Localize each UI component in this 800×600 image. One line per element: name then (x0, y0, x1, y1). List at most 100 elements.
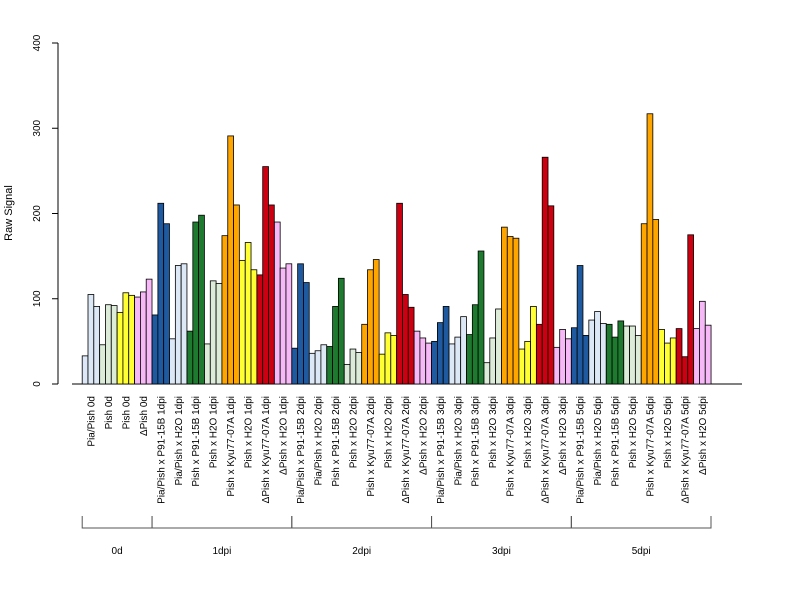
bar (198, 214, 205, 385)
bar (332, 306, 339, 385)
bar (81, 355, 89, 385)
bar (565, 338, 572, 385)
bar (204, 343, 211, 385)
bar (634, 335, 642, 385)
group-label: 3dpi (492, 546, 511, 557)
group-label: 5dpi (632, 546, 651, 557)
bar (675, 328, 683, 385)
y-axis: 0 100 200 300 400 (32, 34, 59, 387)
bar (157, 202, 165, 385)
bar (239, 259, 246, 385)
bar (87, 294, 95, 385)
category-label: ΔPish x Kyu77-07A 5dpi (680, 396, 691, 503)
bar (361, 323, 368, 385)
bar (483, 362, 491, 385)
bar (582, 335, 590, 385)
bar (116, 311, 124, 385)
category-label: ΔPish x H2O 2dpi (418, 396, 429, 475)
category-label: Pia/Pish x H2O 5dpi (593, 396, 604, 486)
bar (99, 344, 106, 385)
bar (442, 306, 450, 385)
bar (128, 294, 135, 385)
bar (704, 324, 712, 385)
category-label: Pish x H2O 2dpi (383, 396, 394, 468)
bar (268, 204, 275, 385)
y-tick-label: 400 (32, 34, 43, 51)
bar (524, 340, 531, 385)
bar (169, 338, 176, 385)
bar (402, 294, 409, 385)
bar (192, 221, 200, 385)
bar (355, 352, 363, 385)
category-label: Pia/Pish x H2O 3dpi (453, 396, 464, 486)
bar (343, 363, 351, 385)
y-tick-label: 0 (32, 381, 43, 387)
bar (518, 348, 526, 385)
bar (536, 323, 543, 385)
category-label: ΔPish x H2O 5dpi (698, 396, 709, 475)
category-label: Pia/Pish x P91-15B 1dpi (156, 396, 167, 504)
category-label: Pia/Pish x P91-15B 2dpi (296, 396, 307, 504)
category-label: Pish x H2O 2dpi (348, 396, 359, 468)
category-label: Pish x H2O 1dpi (244, 396, 255, 468)
group-bracket (291, 516, 432, 529)
group-bracket (570, 516, 712, 529)
category-label: Pish x P91-15B 5dpi (611, 396, 622, 487)
category-label: Pish x P91-15B 2dpi (331, 396, 342, 487)
bar (547, 205, 555, 385)
bar (413, 330, 421, 385)
bar (448, 343, 456, 385)
group-bracket (81, 516, 153, 529)
bar (122, 292, 130, 385)
bar (140, 291, 147, 385)
category-label: Pish x Kyu77-07A 5dpi (645, 396, 656, 497)
category-label: Pish 0d (104, 396, 115, 429)
bar (646, 113, 654, 385)
bar (163, 223, 170, 385)
category-label: Pish x H2O 5dpi (663, 396, 674, 468)
group-label: 1dpi (212, 546, 231, 557)
bar (588, 319, 596, 385)
bar (209, 280, 217, 385)
category-label: ΔPish x Kyu77-07A 2dpi (401, 396, 412, 503)
bar (594, 311, 601, 385)
bar (256, 274, 264, 385)
bar (687, 234, 694, 385)
bar (436, 322, 444, 385)
bar (151, 314, 159, 385)
bar (466, 334, 473, 385)
bar (279, 267, 287, 385)
bar (658, 329, 665, 385)
category-label: Pia/Pish x P91-15B 5dpi (576, 396, 587, 504)
bar (105, 304, 112, 385)
bars (81, 113, 712, 385)
bar (314, 350, 322, 385)
bar (273, 221, 281, 385)
bar (629, 325, 636, 385)
bar (349, 348, 357, 385)
bar (454, 336, 462, 385)
bar (541, 156, 549, 385)
bar (425, 342, 432, 385)
bar (285, 263, 293, 385)
bar (221, 235, 229, 385)
category-label: ΔPish x H2O 1dpi (279, 396, 290, 475)
category-label: ΔPish x Kyu77-07A 1dpi (261, 396, 272, 503)
group-label: 0d (112, 546, 123, 557)
bar (605, 323, 613, 385)
category-label: Pia/Pish x P91-15B 3dpi (436, 396, 447, 504)
bar (477, 250, 485, 385)
category-label: Pish x Kyu77-07A 3dpi (506, 396, 517, 497)
bar (291, 347, 299, 385)
bar (664, 342, 671, 385)
category-label: ΔPish 0d (139, 396, 150, 436)
bar (337, 277, 345, 385)
bar (669, 337, 677, 385)
y-tick-label: 200 (32, 205, 43, 222)
category-label: Pish 0d (121, 396, 132, 429)
y-axis-label: Raw Signal (3, 185, 15, 241)
bar (145, 278, 153, 385)
bar (390, 335, 397, 385)
